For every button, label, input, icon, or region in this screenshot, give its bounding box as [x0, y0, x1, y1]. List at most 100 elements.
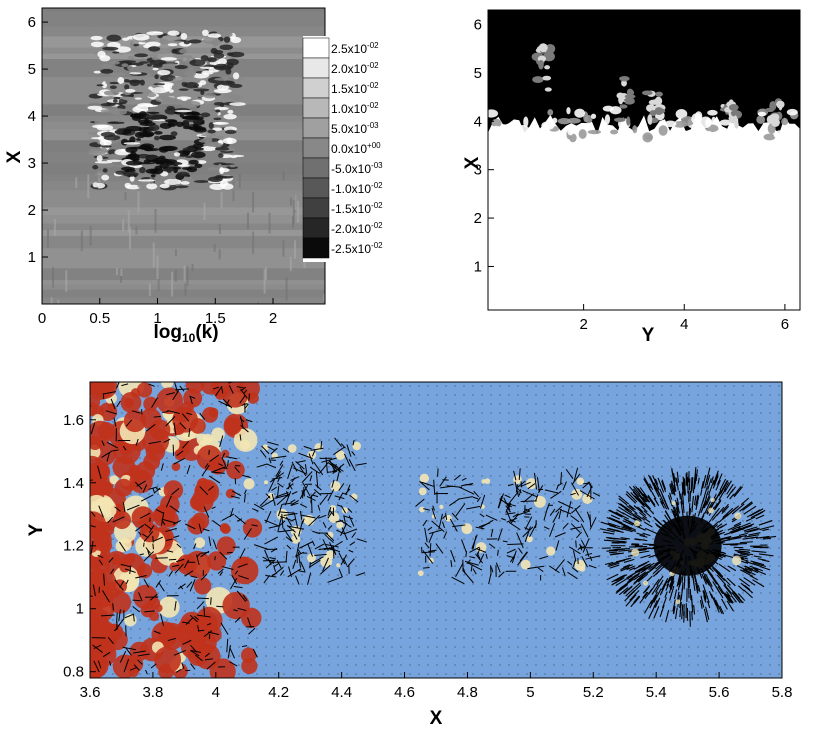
spectrum-mode [153, 52, 165, 54]
interface-plume [740, 128, 746, 136]
interface-plume [729, 104, 739, 111]
velocity-highlight [264, 480, 268, 484]
spectrum-mode [114, 165, 122, 167]
spectrum-mode [101, 103, 116, 106]
velocity-highlight [534, 496, 546, 508]
spectrum-mode [100, 69, 113, 74]
interface-plume [542, 76, 551, 81]
spectrum-mode [223, 114, 236, 119]
spectrum-streak [90, 226, 92, 246]
interface-plume [728, 127, 741, 139]
spectrum-streak [295, 195, 297, 211]
spectrum-streak [51, 297, 53, 308]
spectrum-mode [215, 175, 223, 178]
spectrum-mode [101, 132, 116, 137]
spectrum-mode [229, 165, 235, 168]
spectrum-mode [161, 146, 178, 151]
spectrum-mode [190, 32, 201, 36]
velocity-vector [692, 611, 693, 620]
spectrum-mode [112, 73, 125, 77]
spectrum-mode [101, 109, 118, 112]
interface-plume [781, 118, 788, 125]
spectrum-streak [153, 242, 155, 267]
spectrum-mode [130, 41, 134, 47]
spectrum-mode [175, 110, 193, 112]
interface-x-tick-label: 2 [579, 316, 587, 333]
spectrum-streak [81, 231, 83, 251]
velocity-fluid-blob [136, 461, 155, 480]
velocity-highlight [419, 488, 427, 496]
velocity-fluid-blob [148, 597, 160, 609]
spectrum-mode [184, 82, 199, 88]
spectrum-mode [168, 120, 178, 125]
interface-y-tick-label: 6 [474, 17, 482, 34]
velocity-fluid-blob [172, 462, 181, 471]
spectrum-streak [135, 226, 137, 234]
velocity-fluid-blob [183, 389, 202, 408]
interface-y-tick-label: 2 [474, 210, 482, 227]
colorbar-swatch [303, 138, 329, 158]
spectrum-mode [214, 78, 230, 81]
interface-plume [642, 90, 653, 95]
spectrum-mode [213, 122, 229, 125]
velocity-fluid-blob [195, 481, 217, 503]
spectrum-streak [120, 276, 122, 283]
spectrum-mode [87, 31, 103, 33]
velocity-fluid-blob [224, 417, 242, 435]
interface-plume [749, 127, 757, 135]
spectrum-streak [219, 224, 221, 234]
velocity-fluid-blob [92, 586, 114, 608]
spectrum-mode [182, 167, 192, 170]
spectrum-streak [171, 272, 173, 297]
spectrum-mode [130, 72, 142, 74]
velocity-vector [216, 606, 223, 607]
spectrum-mode [113, 99, 118, 103]
spectrum-mode [111, 61, 120, 65]
spectrum-y-tick-label: 1 [28, 249, 36, 266]
interface-plume [627, 89, 633, 95]
spectrum-streak [122, 219, 124, 231]
spectrum-mode [214, 89, 232, 93]
interface-plume [552, 118, 557, 124]
spectrum-mode [125, 147, 137, 153]
velocity-highlight [439, 505, 443, 509]
spectrum-mode [98, 147, 107, 154]
spectrum-band [42, 260, 325, 269]
interface-plume [707, 110, 718, 116]
spectrum-mode [106, 160, 122, 162]
interface-plume [506, 131, 518, 142]
spectrum-mode [223, 138, 237, 144]
spectrum-mode [204, 94, 217, 99]
spectrum-band [42, 195, 325, 207]
spectrum-mode [179, 49, 189, 54]
spectrum-band [42, 12, 325, 24]
spectrum-mode [124, 142, 141, 144]
spectrum-mode [117, 77, 124, 84]
interface-plume [778, 101, 782, 111]
interface-plume [605, 114, 610, 124]
interface-plume [651, 99, 661, 105]
spectrum-streak [269, 213, 271, 234]
velocity-vector [319, 493, 332, 494]
spectrum-mode [177, 96, 192, 99]
spectrum-streak [87, 174, 89, 198]
spectrum-mode [134, 53, 148, 57]
velocity-vector [689, 503, 690, 517]
velocity-fluid-blob [226, 461, 244, 479]
spectrum-mode [194, 180, 210, 183]
velocity-highlight [476, 542, 487, 553]
spectrum-mode [180, 114, 184, 117]
spectrum-band [42, 268, 325, 272]
spectrum-mode [122, 97, 134, 101]
spectrum-mode [206, 143, 223, 147]
colorbar-swatch [303, 38, 329, 58]
spectrum-mode [179, 88, 189, 91]
spectrum-mode [201, 134, 217, 136]
spectrum-streak [292, 216, 294, 228]
spectrum-mode [153, 64, 163, 67]
interface-plume [606, 133, 618, 139]
velocity-vector [725, 544, 741, 545]
colorbar-swatch [303, 58, 329, 78]
velocity-fluid-blob [243, 518, 262, 537]
spectrum-mode [166, 166, 172, 173]
